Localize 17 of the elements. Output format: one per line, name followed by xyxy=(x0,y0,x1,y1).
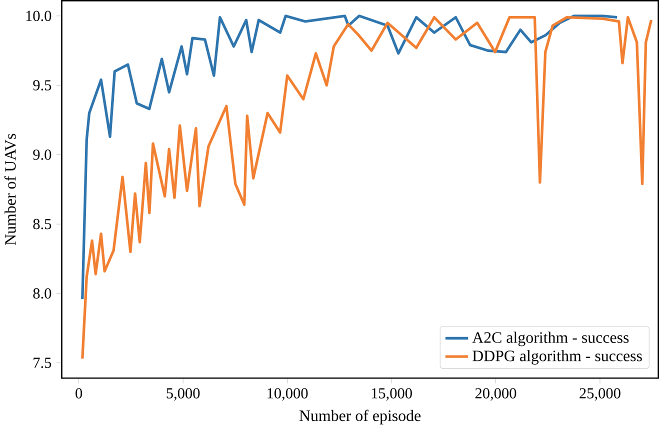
y-tick-label: 7.5 xyxy=(34,358,52,368)
x-axis-title: Number of episode xyxy=(299,410,421,424)
x-tick-label: 5,000 xyxy=(166,388,200,401)
legend-label: DDPG algorithm - success xyxy=(472,350,642,365)
y-tick-label: 9.5 xyxy=(33,80,52,91)
y-tick-label: 8.5 xyxy=(33,219,52,230)
x-tick-label: 15,000 xyxy=(372,388,412,401)
x-tick-label: 20,000 xyxy=(475,388,516,401)
x-tick-label: 10,000 xyxy=(268,388,308,401)
y-tick-label: 8.0 xyxy=(33,288,52,299)
y-axis-title: Number of UAVs xyxy=(4,134,16,246)
y-tick-label: 10.0 xyxy=(26,10,52,22)
x-tick-label: 0 xyxy=(76,388,82,399)
y-tick-label: 9.0 xyxy=(33,150,52,160)
line-series xyxy=(81,14,618,300)
x-tick-label: 25,000 xyxy=(580,388,620,401)
legend-label: A2C algorithm - success xyxy=(472,332,629,346)
